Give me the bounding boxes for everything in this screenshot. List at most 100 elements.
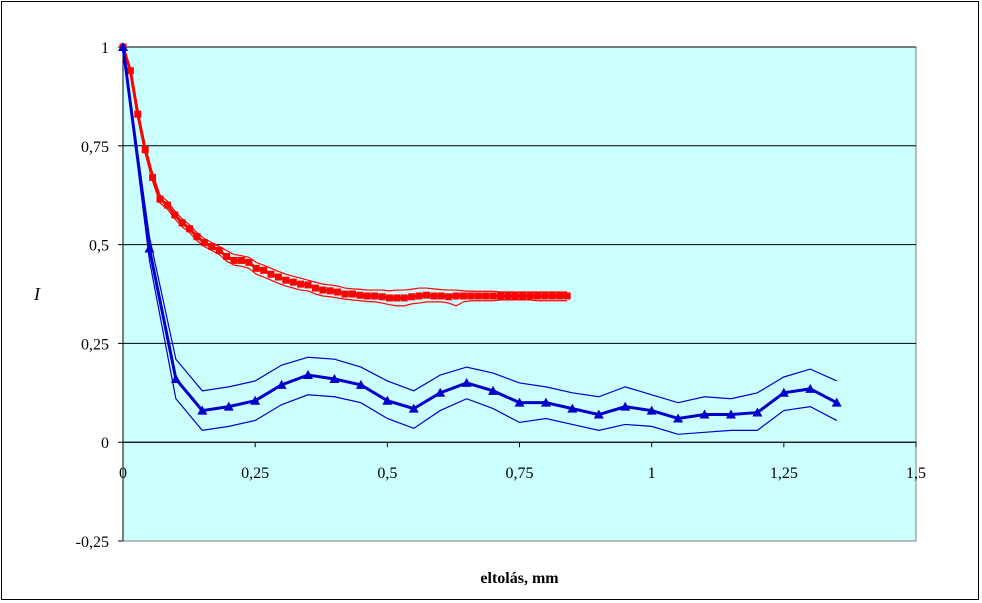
series-lower-line (122, 46, 837, 435)
data-point (237, 256, 245, 264)
data-point (482, 292, 490, 300)
data-point (752, 407, 763, 417)
data-point (437, 292, 445, 300)
x-tick-label: 1,5 (906, 465, 926, 482)
data-point (831, 397, 842, 407)
x-tick-label: 0 (119, 465, 127, 482)
data-point (304, 281, 312, 289)
data-point (282, 276, 290, 284)
data-point (311, 284, 319, 292)
data-point (193, 233, 201, 241)
data-point (260, 266, 268, 274)
data-point (363, 292, 371, 300)
series-line (121, 46, 838, 421)
data-point (197, 405, 208, 415)
data-point (171, 211, 179, 219)
data-point (496, 292, 504, 300)
tick-labels: -0,25 0 0,25 0,5 0,75 1 0 0,25 0,5 0,75 1 1,25 1,5 (76, 40, 926, 551)
data-point (461, 377, 472, 387)
data-point (163, 201, 171, 209)
data-point (459, 292, 467, 300)
data-point (556, 292, 564, 300)
data-point (567, 403, 578, 413)
data-point (511, 292, 519, 300)
data-point (378, 293, 386, 301)
data-point (474, 292, 482, 300)
y-axis-title: I (33, 284, 41, 304)
data-point (533, 292, 541, 300)
data-point (435, 387, 446, 397)
data-point (355, 379, 366, 389)
data-point (223, 401, 234, 411)
data-point (230, 256, 238, 264)
data-point (200, 239, 208, 247)
data-point (297, 280, 305, 288)
data-point (341, 290, 349, 298)
x-tick-label: 0,5 (377, 465, 397, 482)
data-point (519, 292, 527, 300)
data-point (393, 294, 401, 302)
data-point (276, 379, 287, 389)
data-point (289, 278, 297, 286)
series-layer (118, 42, 842, 435)
data-point (141, 146, 149, 154)
data-point (699, 409, 710, 419)
data-point (326, 287, 334, 295)
data-point (250, 395, 261, 405)
data-point (274, 273, 282, 281)
data-point (329, 373, 340, 383)
data-point (540, 397, 551, 407)
y-tick-label: 0,25 (81, 336, 109, 353)
data-point (422, 291, 430, 299)
axes (118, 46, 917, 542)
data-point (215, 247, 223, 255)
series-lower-line (122, 46, 568, 307)
data-point (778, 387, 789, 397)
data-point (488, 385, 499, 395)
data-point (504, 292, 512, 300)
data-point (445, 293, 453, 301)
data-point (348, 290, 356, 298)
data-point (400, 294, 408, 302)
data-point (170, 373, 181, 383)
y-tick-label: -0,25 (76, 534, 109, 551)
data-point (267, 270, 275, 278)
y-tick-label: 0 (101, 435, 109, 452)
data-point (356, 291, 364, 299)
series-0 (119, 43, 571, 307)
data-point (646, 405, 657, 415)
data-point (593, 409, 604, 419)
data-point (415, 292, 423, 300)
x-tick-label: 0,75 (506, 465, 534, 482)
data-point (526, 292, 534, 300)
data-point (252, 264, 260, 272)
data-point (452, 292, 460, 300)
data-point (144, 243, 155, 253)
data-point (382, 395, 393, 405)
data-point (408, 293, 416, 301)
x-tick-label: 1,25 (770, 465, 798, 482)
data-point (563, 292, 571, 300)
data-point (725, 409, 736, 419)
data-point (408, 403, 419, 413)
data-point (223, 252, 231, 260)
data-point (805, 383, 816, 393)
data-point (186, 225, 194, 233)
data-point (319, 286, 327, 294)
data-point (118, 42, 128, 51)
data-point (467, 292, 475, 300)
data-point (620, 401, 631, 411)
data-point (334, 288, 342, 296)
data-point (245, 258, 253, 266)
data-point (178, 219, 186, 227)
y-tick-label: 0,75 (81, 139, 109, 156)
x-tick-label: 0,25 (241, 465, 269, 482)
data-point (673, 413, 684, 423)
series-upper-line (122, 46, 568, 293)
data-point (208, 243, 216, 251)
series-1 (118, 42, 842, 435)
series-upper-line (122, 46, 837, 404)
x-tick-label: 1 (648, 465, 656, 482)
data-point (134, 110, 142, 118)
